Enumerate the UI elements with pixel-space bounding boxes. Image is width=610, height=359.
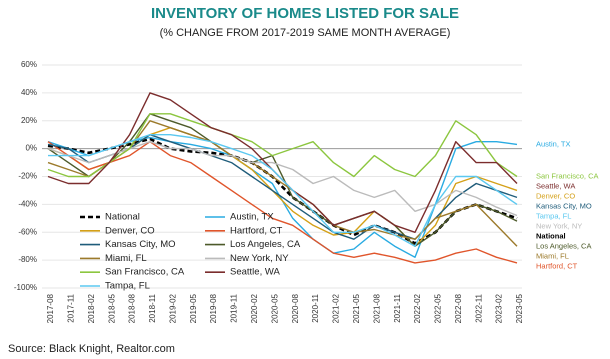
legend-label: Denver, CO bbox=[105, 225, 155, 236]
y-tick-label: 40% bbox=[21, 88, 37, 97]
y-tick-label: -80% bbox=[18, 255, 37, 264]
x-tick-label: 2020-08 bbox=[291, 293, 300, 323]
x-tick-label: 2021-11 bbox=[393, 293, 402, 322]
end-label: Tampa, FL bbox=[536, 211, 571, 220]
y-tick-label: 20% bbox=[21, 116, 37, 125]
x-tick-label: 2019-11 bbox=[230, 293, 239, 322]
legend-label: New York, NY bbox=[230, 253, 289, 264]
x-tick-label: 2023-02 bbox=[495, 293, 504, 323]
x-tick-label: 2018-02 bbox=[87, 293, 96, 323]
end-label: Seattle, WA bbox=[536, 181, 575, 190]
legend-label: National bbox=[105, 212, 140, 223]
legend-label: Miami, FL bbox=[105, 253, 147, 264]
x-tick-label: 2021-05 bbox=[352, 293, 361, 323]
end-label: Miami, FL bbox=[536, 251, 569, 260]
end-label: Denver, CO bbox=[536, 191, 575, 200]
x-tick-label: 2022-11 bbox=[474, 293, 483, 322]
series-line bbox=[47, 141, 518, 217]
x-tick-label: 2020-02 bbox=[250, 293, 259, 323]
legend-label: Austin, TX bbox=[230, 212, 274, 223]
end-label: Austin, TX bbox=[536, 139, 570, 148]
series-line bbox=[47, 141, 518, 264]
series-line bbox=[48, 134, 518, 247]
x-tick-label: 2022-05 bbox=[434, 293, 443, 323]
legend-label: Kansas City, MO bbox=[105, 239, 176, 250]
x-tick-label: 2017-08 bbox=[46, 293, 55, 323]
legend-label: Seattle, WA bbox=[230, 267, 280, 278]
chart-title: INVENTORY OF HOMES LISTED FOR SALE bbox=[151, 5, 459, 22]
end-label: New York, NY bbox=[536, 221, 582, 230]
y-tick-label: 0% bbox=[25, 144, 37, 153]
x-tick-label: 2021-02 bbox=[332, 293, 341, 323]
end-label: National bbox=[536, 231, 566, 240]
y-tick-label: -20% bbox=[18, 172, 37, 181]
x-tick-label: 2018-05 bbox=[107, 293, 116, 323]
x-tick-label: 2021-08 bbox=[372, 293, 381, 323]
legend-label: Los Angeles, CA bbox=[230, 239, 301, 250]
end-label: Los Angeles, CA bbox=[536, 241, 591, 250]
series-line bbox=[47, 113, 518, 247]
x-tick-label: 2022-02 bbox=[413, 293, 422, 323]
y-tick-label: -100% bbox=[14, 283, 37, 292]
end-label: Hartford, CT bbox=[536, 261, 578, 270]
x-tick-label: 2019-02 bbox=[168, 293, 177, 323]
y-tick-label: -60% bbox=[18, 227, 37, 236]
end-label: San Francisco, CA bbox=[536, 171, 599, 180]
series-line bbox=[47, 137, 518, 245]
x-tick-label: 2018-11 bbox=[148, 293, 157, 322]
x-tick-label: 2020-11 bbox=[311, 293, 320, 322]
x-tick-label: 2023-05 bbox=[515, 293, 524, 323]
legend-label: Tampa, FL bbox=[105, 281, 150, 292]
legend-label: Hartford, CT bbox=[230, 225, 282, 236]
series-line bbox=[47, 113, 518, 178]
x-tick-label: 2022-08 bbox=[454, 293, 463, 323]
x-tick-label: 2019-08 bbox=[209, 293, 218, 323]
legend-label: San Francisco, CA bbox=[105, 267, 185, 278]
x-tick-label: 2020-05 bbox=[270, 293, 279, 323]
x-tick-label: 2017-11 bbox=[67, 293, 76, 322]
y-tick-label: -40% bbox=[18, 199, 37, 208]
x-tick-label: 2019-05 bbox=[189, 293, 198, 323]
chart-subtitle: (% CHANGE FROM 2017-2019 SAME MONTH AVER… bbox=[160, 27, 451, 39]
end-label: Kansas City, MO bbox=[536, 201, 592, 210]
source: Source: Black Knight, Realtor.com bbox=[8, 343, 175, 355]
y-tick-label: 60% bbox=[21, 60, 37, 69]
x-tick-label: 2018-08 bbox=[128, 293, 137, 323]
